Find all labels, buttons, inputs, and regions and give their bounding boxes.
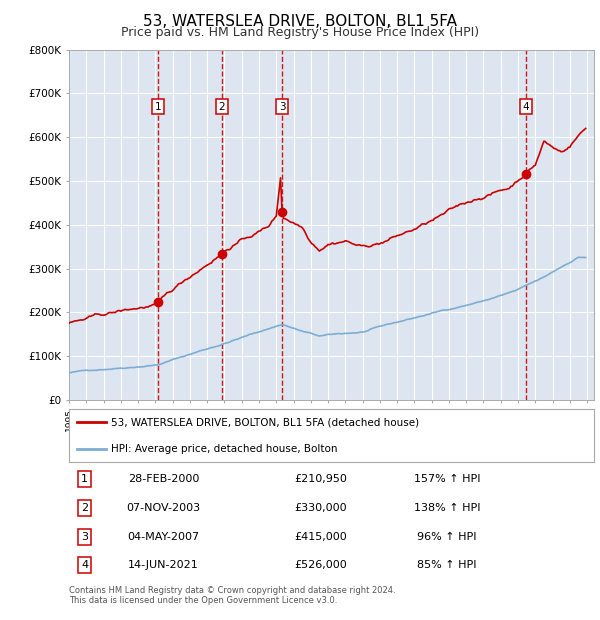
Text: 3: 3 [279, 102, 286, 112]
Text: 96% ↑ HPI: 96% ↑ HPI [417, 532, 477, 542]
Text: 53, WATERSLEA DRIVE, BOLTON, BL1 5FA (detached house): 53, WATERSLEA DRIVE, BOLTON, BL1 5FA (de… [111, 417, 419, 427]
Text: 4: 4 [81, 560, 88, 570]
Text: 53, WATERSLEA DRIVE, BOLTON, BL1 5FA: 53, WATERSLEA DRIVE, BOLTON, BL1 5FA [143, 14, 457, 29]
Text: 3: 3 [81, 532, 88, 542]
Text: 138% ↑ HPI: 138% ↑ HPI [414, 503, 480, 513]
Text: 14-JUN-2021: 14-JUN-2021 [128, 560, 199, 570]
Text: Contains HM Land Registry data © Crown copyright and database right 2024.
This d: Contains HM Land Registry data © Crown c… [69, 586, 395, 605]
Text: £526,000: £526,000 [295, 560, 347, 570]
Text: HPI: Average price, detached house, Bolton: HPI: Average price, detached house, Bolt… [111, 444, 337, 454]
Text: 85% ↑ HPI: 85% ↑ HPI [417, 560, 477, 570]
Text: £330,000: £330,000 [295, 503, 347, 513]
Text: 28-FEB-2000: 28-FEB-2000 [128, 474, 199, 484]
Text: 1: 1 [155, 102, 161, 112]
Text: 157% ↑ HPI: 157% ↑ HPI [414, 474, 480, 484]
Text: 2: 2 [81, 503, 88, 513]
Text: £415,000: £415,000 [295, 532, 347, 542]
Text: 2: 2 [218, 102, 225, 112]
Text: 4: 4 [523, 102, 529, 112]
Text: 1: 1 [81, 474, 88, 484]
Text: £210,950: £210,950 [295, 474, 347, 484]
Text: Price paid vs. HM Land Registry's House Price Index (HPI): Price paid vs. HM Land Registry's House … [121, 26, 479, 38]
Text: 04-MAY-2007: 04-MAY-2007 [127, 532, 200, 542]
Text: 07-NOV-2003: 07-NOV-2003 [127, 503, 200, 513]
